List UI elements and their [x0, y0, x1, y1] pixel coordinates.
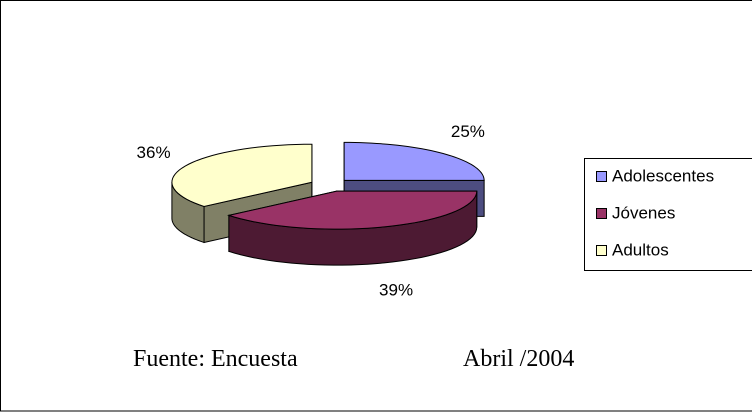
legend-label: Adolescentes	[612, 166, 714, 185]
data-label: 25%	[451, 122, 485, 141]
legend-swatch	[596, 208, 607, 219]
slice-top	[171, 143, 313, 207]
legend	[584, 158, 752, 271]
legend-label: Jóvenes	[612, 203, 675, 222]
slice-top	[226, 190, 478, 230]
slice-top	[343, 141, 485, 181]
data-label: 36%	[137, 143, 171, 162]
legend-swatch	[596, 245, 607, 256]
legend-label: Adultos	[612, 240, 669, 259]
source-note: Fuente: Encuesta	[133, 346, 298, 372]
date-note: Abril /2004	[463, 346, 574, 372]
legend-swatch	[596, 171, 607, 182]
pie: 25% 39% 36%	[137, 122, 485, 300]
data-label: 39%	[379, 281, 413, 300]
legend-items: Adolescentes Jóvenes Adultos	[596, 166, 714, 259]
slice	[226, 190, 478, 266]
